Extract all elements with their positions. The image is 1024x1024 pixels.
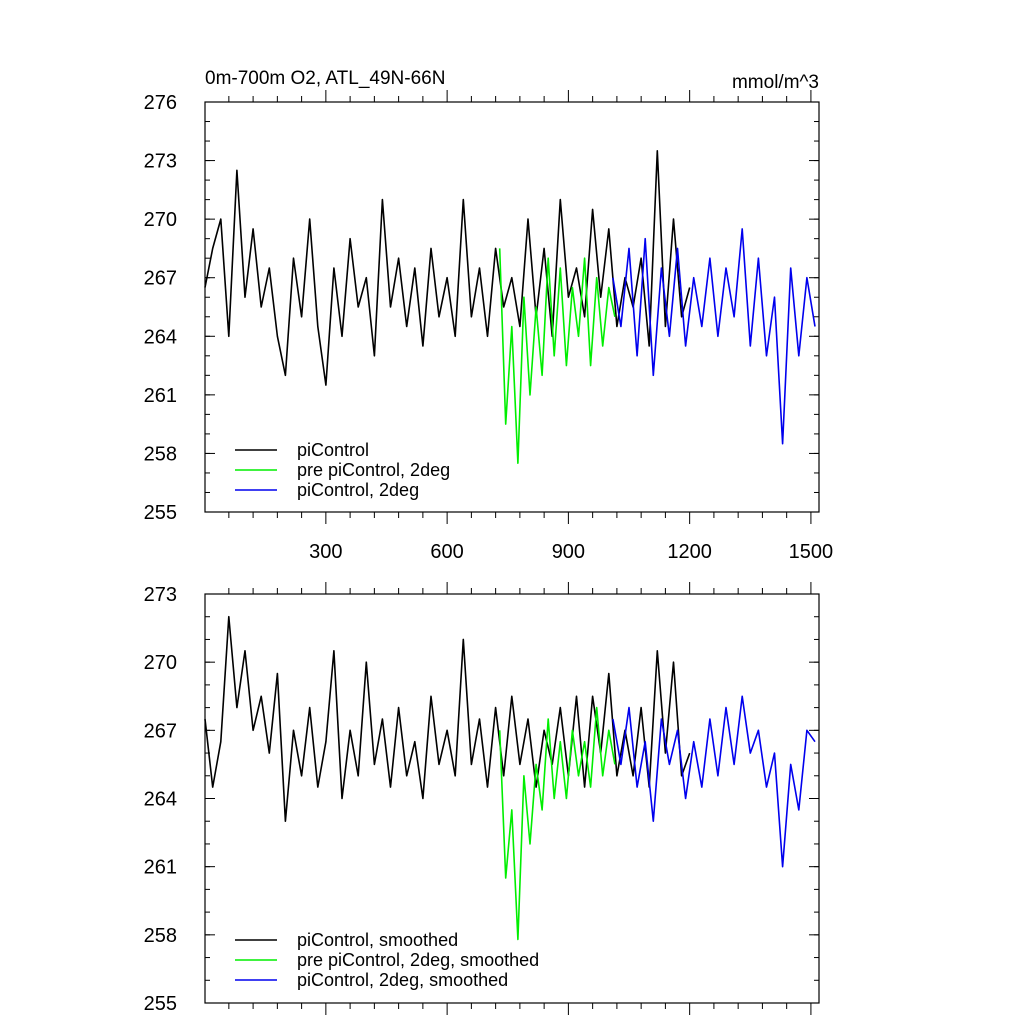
x-tick-label: 900 — [552, 541, 585, 563]
top-panel: 255 258 261 264 267 270 273 276 300 600 900 1200 150… — [144, 68, 834, 563]
series-line-1 — [204, 615, 691, 822]
x-tick-label: 300 — [309, 541, 342, 563]
x-tick-label: 1500 — [789, 541, 834, 563]
y-tick-label: 255 — [144, 993, 177, 1015]
series-line-3 — [612, 228, 816, 445]
y-tick-label: 273 — [144, 584, 177, 606]
units-label: mmol/m^3 — [732, 72, 819, 93]
y-tick-label: 267 — [144, 268, 177, 290]
legend-label: pre piControl, 2deg, smoothed — [297, 950, 539, 970]
x-tick-label: 600 — [430, 541, 463, 563]
series-line-2 — [498, 248, 616, 464]
y-tick-label: 258 — [144, 925, 177, 947]
legend-label: piControl — [297, 440, 369, 460]
series-line-3 — [612, 695, 816, 868]
bottom-panel: 255 258 261 264 267 270 273 piControl, smoothed… — [144, 582, 820, 1015]
chart-title: 0m-700m O2, ATL_49N-66N — [205, 68, 445, 89]
legend-label: piControl, 2deg — [297, 480, 419, 500]
x-tick-label: 1200 — [667, 541, 712, 563]
y-tick-label: 264 — [144, 789, 177, 811]
y-tick-label: 264 — [144, 326, 177, 348]
legend-label: piControl, smoothed — [297, 930, 458, 950]
y-tick-label: 261 — [144, 385, 177, 407]
y-tick-label: 258 — [144, 443, 177, 465]
legend-label: pre piControl, 2deg — [297, 460, 450, 480]
series-line-1 — [204, 150, 691, 386]
y-tick-label: 276 — [144, 92, 177, 114]
y-tick-label: 261 — [144, 857, 177, 879]
y-tick-label: 255 — [144, 502, 177, 524]
y-tick-label: 267 — [144, 720, 177, 742]
plot-frame — [204, 101, 820, 513]
legend-label: piControl, 2deg, smoothed — [297, 970, 508, 990]
y-tick-label: 270 — [144, 209, 177, 231]
y-tick-label: 273 — [144, 151, 177, 173]
series-line-2 — [498, 706, 616, 941]
y-tick-label: 270 — [144, 652, 177, 674]
